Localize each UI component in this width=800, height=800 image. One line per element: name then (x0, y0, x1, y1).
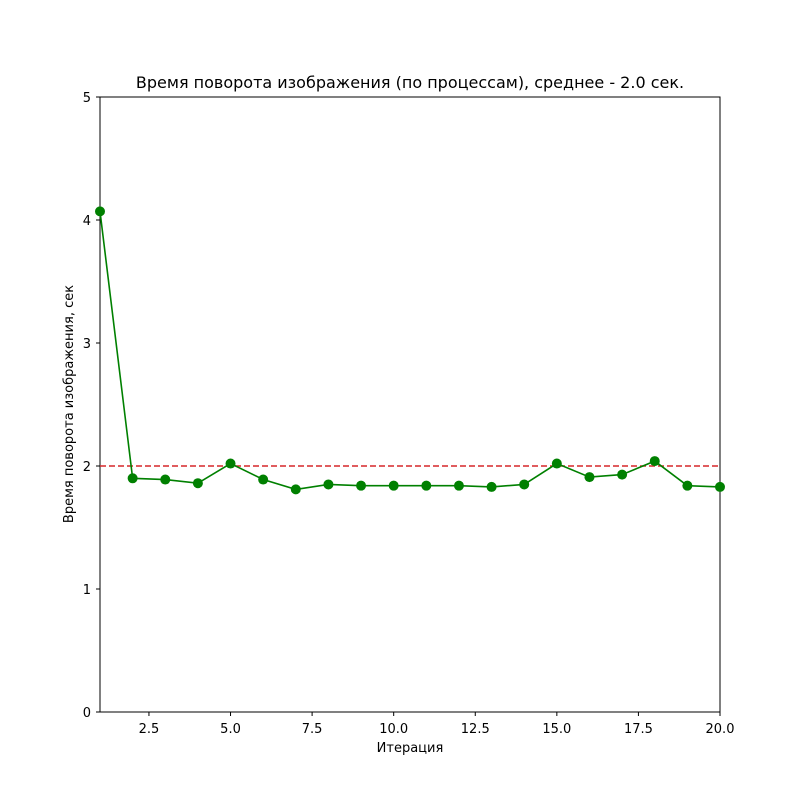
data-point (486, 481, 497, 492)
data-point (649, 456, 660, 467)
data-point (551, 458, 562, 469)
y-tick-label: 2 (83, 460, 91, 475)
y-tick-label: 0 (83, 706, 91, 721)
chart-title: Время поворота изображения (по процессам… (136, 73, 684, 92)
series-line (99, 211, 721, 491)
data-point (290, 484, 301, 495)
x-tick-label: 12.5 (461, 722, 490, 737)
y-tick-label: 1 (83, 583, 91, 598)
y-tick-label: 3 (83, 337, 91, 352)
data-point (258, 474, 269, 485)
data-point (225, 458, 236, 469)
x-tick-label: 20.0 (706, 722, 735, 737)
data-point (388, 480, 399, 491)
data-point (617, 469, 628, 480)
x-tick-label: 10.0 (379, 722, 408, 737)
data-point (323, 479, 334, 490)
x-tick-label: 17.5 (624, 722, 653, 737)
x-tick-label: 2.5 (139, 722, 160, 737)
plot-area: 2.5 5.0 7.5 10.0 12.5 15.0 17.5 20.0 0 1 2 3 4 5 (83, 91, 735, 737)
y-axis-label: Время поворота изображения, сек (62, 285, 77, 523)
data-point (519, 479, 530, 490)
data-point (584, 472, 595, 483)
y-tick-label: 4 (83, 214, 91, 229)
data-point (160, 474, 171, 485)
x-tick-label: 15.0 (542, 722, 571, 737)
data-point (421, 480, 432, 491)
data-point (356, 480, 367, 491)
y-tick-label: 5 (83, 91, 91, 106)
x-tick-label: 5.0 (220, 722, 241, 737)
plot-frame (99, 96, 721, 713)
x-axis-label: Итерация (377, 741, 444, 756)
data-point (127, 473, 138, 484)
data-point (453, 480, 464, 491)
x-tick-label: 7.5 (302, 722, 323, 737)
data-point (95, 206, 105, 217)
data-point (682, 480, 693, 491)
data-point (715, 481, 725, 492)
data-point (192, 478, 203, 489)
